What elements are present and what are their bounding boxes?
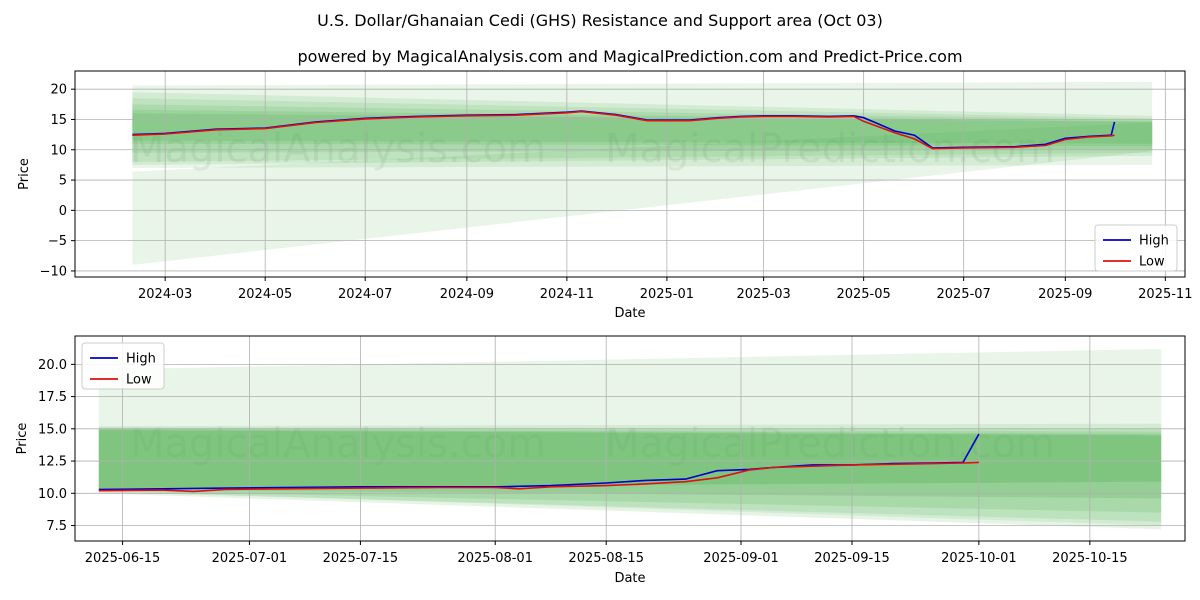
- y-tick-label: 0: [59, 204, 67, 219]
- support-resistance-band: [98, 430, 1162, 489]
- x-tick-label: 2025-01: [640, 287, 694, 302]
- y-tick-label: 7.5: [46, 519, 67, 534]
- x-tick-label: 2024-11: [540, 287, 594, 302]
- support-resistance-band: [132, 113, 1153, 144]
- watermark-text: MagicalPrediction.com: [605, 126, 1055, 172]
- x-tick-label: 2025-07: [936, 287, 990, 302]
- x-tick-label: 2024-07: [338, 287, 392, 302]
- y-tick-label: 17.5: [38, 390, 67, 405]
- support-resistance-band: [132, 122, 1153, 265]
- x-tick-label: 2025-07-15: [323, 551, 399, 566]
- x-tick-label: 2025-09-01: [703, 551, 779, 566]
- x-tick-label: 2025-11: [1138, 287, 1192, 302]
- x-tick-label: 2025-05: [836, 287, 890, 302]
- y-tick-label: 15.0: [38, 422, 67, 437]
- bottom-chart-panel: MagicalAnalysis.com MagicalPrediction.com…: [15, 335, 1186, 586]
- y-tick-label: −5: [48, 234, 67, 249]
- support-resistance-band: [98, 348, 1162, 526]
- x-tick-label: 2025-09-15: [814, 551, 890, 566]
- legend-label-low: Low: [126, 373, 152, 388]
- x-tick-label: 2025-06-15: [85, 551, 161, 566]
- plot-area: [75, 336, 1185, 541]
- support-resistance-band: [98, 428, 1162, 499]
- legend-box: [1094, 224, 1178, 272]
- figure-title: U.S. Dollar/Ghanaian Cedi (GHS) Resistan…: [317, 11, 883, 30]
- axes-frame: [74, 70, 1186, 278]
- support-resistance-band: [132, 81, 1153, 168]
- top-chart-panel: MagicalAnalysis.com MagicalPrediction.com…: [17, 70, 1192, 321]
- x-tick-label: 2024-03: [138, 287, 192, 302]
- y-axis-label: Price: [15, 423, 30, 455]
- x-tick-label: 2024-09: [440, 287, 494, 302]
- x-tick-label: 2025-10-15: [1052, 551, 1128, 566]
- y-tick-label: 10.0: [38, 487, 67, 502]
- x-tick-label: 2024-05: [238, 287, 292, 302]
- support-resistance-band: [132, 104, 1153, 153]
- plot-area: [75, 71, 1185, 277]
- legend-label-high: High: [126, 352, 156, 367]
- y-tick-label: 15: [50, 113, 67, 128]
- y-tick-label: 10: [50, 143, 67, 158]
- x-tick-label: 2025-10-01: [941, 551, 1017, 566]
- support-resistance-band: [98, 427, 1162, 522]
- series-line-low: [132, 110, 1115, 150]
- legend-box: [81, 342, 165, 390]
- series-line-low: [98, 461, 979, 493]
- y-tick-label: 12.5: [38, 455, 67, 470]
- y-tick-label: −10: [40, 264, 67, 279]
- support-resistance-band: [132, 92, 1153, 165]
- axes-frame: [74, 335, 1186, 542]
- legend-label-low: Low: [1139, 255, 1165, 270]
- legend: High Low: [81, 342, 165, 390]
- support-resistance-band: [98, 423, 1162, 530]
- watermark-text: MagicalAnalysis.com: [130, 126, 546, 172]
- support-resistance-band: [98, 428, 1162, 513]
- x-axis-label: Date: [614, 306, 645, 321]
- x-tick-label: 2025-03: [736, 287, 790, 302]
- x-tick-label: 2025-08-15: [568, 551, 644, 566]
- y-tick-label: 20: [50, 83, 67, 98]
- legend: High Low: [1094, 224, 1178, 272]
- x-axis-label: Date: [614, 571, 645, 586]
- x-tick-label: 2025-09: [1038, 287, 1092, 302]
- x-tick-label: 2025-08-01: [457, 551, 533, 566]
- x-tick-label: 2025-07-01: [212, 551, 288, 566]
- y-tick-label: 20.0: [38, 358, 67, 373]
- chart-subtitle: powered by MagicalAnalysis.com and Magic…: [297, 47, 962, 66]
- support-resistance-band: [132, 98, 1153, 162]
- legend-label-high: High: [1139, 234, 1169, 249]
- y-tick-label: 5: [59, 174, 67, 189]
- y-axis-label: Price: [17, 158, 32, 190]
